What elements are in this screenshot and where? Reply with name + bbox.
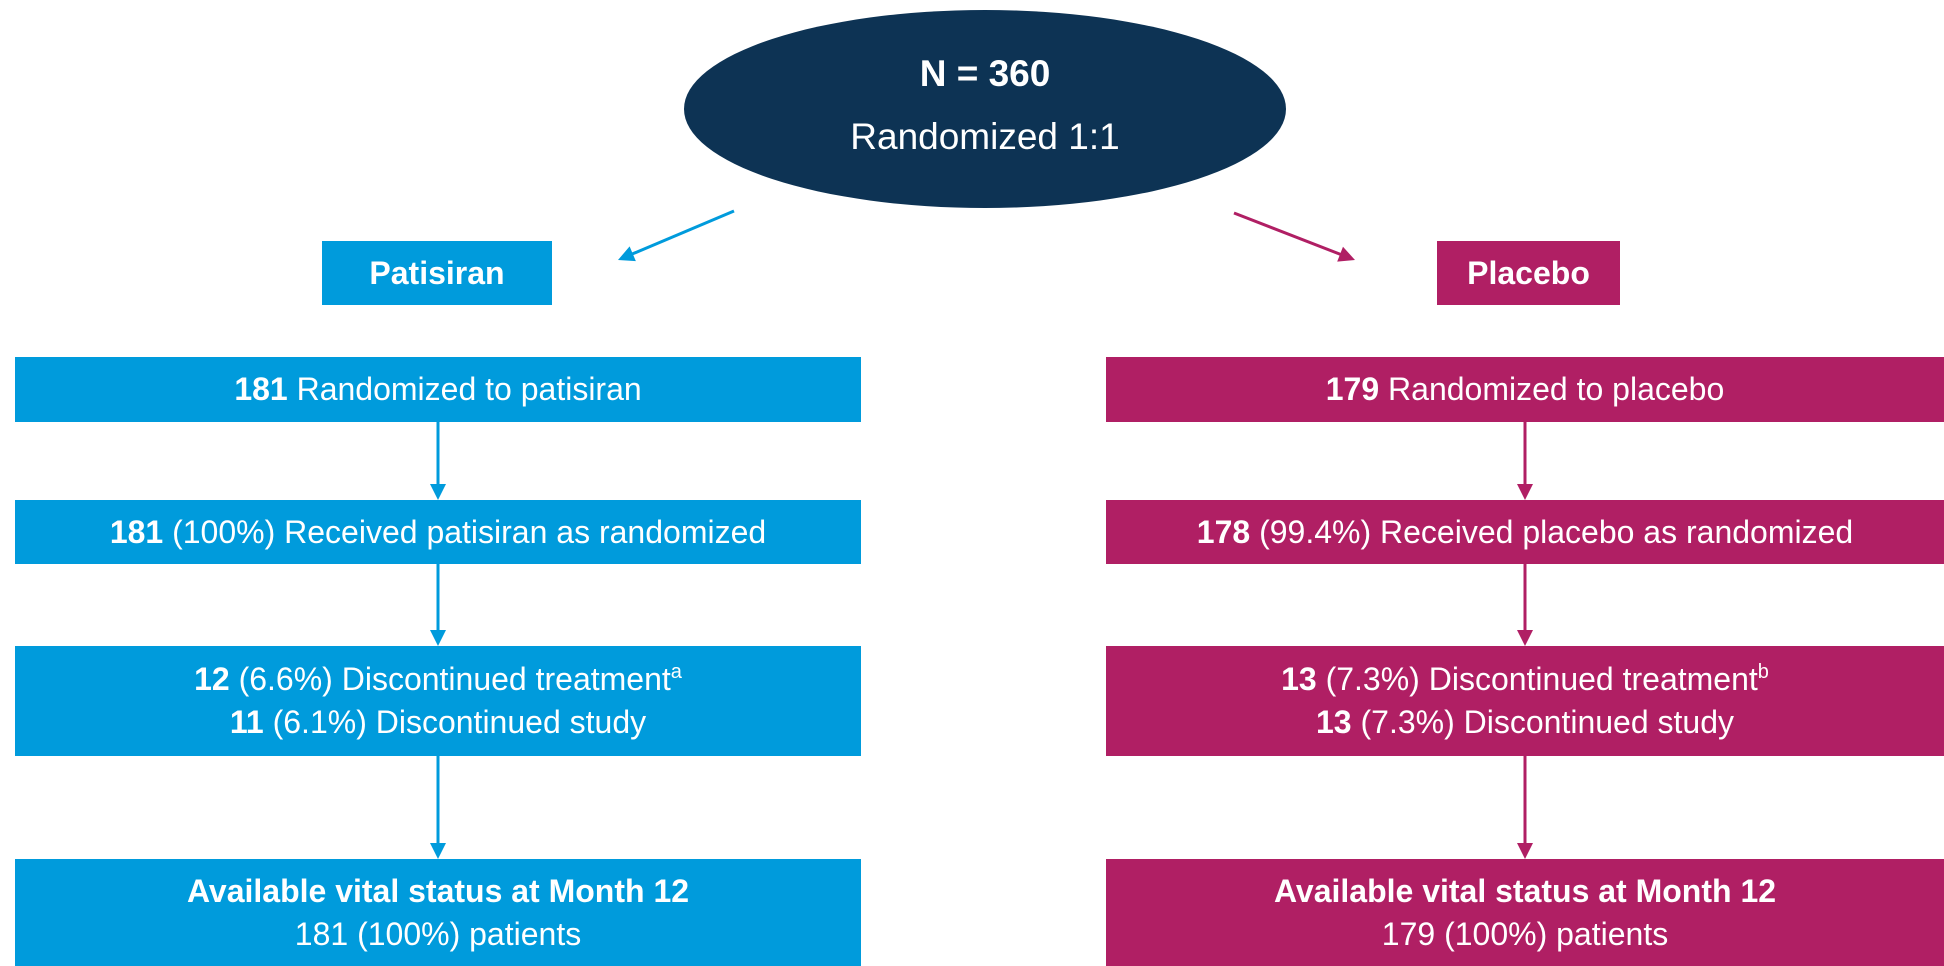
branch-arrow-head: [1337, 246, 1355, 262]
box-line: 179 Randomized to placebo: [1326, 368, 1725, 411]
arm-label: Patisiran: [322, 241, 552, 305]
text: (7.3%) Discontinued treatment: [1325, 661, 1758, 697]
footnote-mark: a: [670, 661, 682, 683]
branch-arrow-head: [618, 246, 636, 262]
box-line: 179 (100%) patients: [1382, 913, 1668, 956]
root-text: N = 360 Randomized 1:1: [685, 42, 1285, 168]
box-line: 12 (6.6%) Discontinued treatmenta: [194, 658, 682, 701]
flow-box: 13 (7.3%) Discontinued treatmentb 13 (7.3…: [1106, 646, 1944, 756]
footnote-mark: b: [1757, 661, 1769, 683]
text: Randomized to patisiran: [296, 371, 642, 407]
box-line: 11 (6.1%) Discontinued study: [230, 701, 646, 744]
text: 179 (100%) patients: [1381, 915, 1669, 952]
text: (7.3%) Discontinued study: [1360, 704, 1734, 740]
root-ellipse: [684, 10, 1286, 208]
bold-text: 13: [1316, 704, 1352, 740]
bold-text: 12: [194, 661, 230, 697]
text: 181 (100%) patients: [294, 915, 582, 952]
connector-head: [1517, 630, 1533, 646]
arm-label: Placebo: [1437, 241, 1620, 305]
flow-box: 181 (100%) Received patisiran as randomi…: [15, 500, 861, 564]
text: (100%) Received patisiran as randomized: [172, 513, 767, 550]
box-line: 13 (7.3%) Discontinued treatmentb: [1281, 658, 1769, 701]
flow-box: 181 Randomized to patisiran: [15, 357, 861, 422]
text: (6.1%) Discontinued study: [272, 704, 647, 740]
connector-head: [1517, 843, 1533, 859]
bold-text: 179: [1325, 371, 1380, 407]
bold-text: 181: [234, 371, 288, 407]
text: (6.6%) Discontinued treatment: [238, 661, 671, 697]
flow-box: 12 (6.6%) Discontinued treatmenta 11 (6.1…: [15, 646, 861, 756]
root-n: N = 360: [919, 53, 1051, 94]
text: Randomized to placebo: [1388, 371, 1725, 407]
bold-text: 11: [229, 704, 264, 740]
connector-head: [430, 484, 446, 500]
bold-text: Available vital status at Month 12: [1273, 872, 1777, 909]
connector-head: [430, 843, 446, 859]
box-line: 181 (100%) Received patisiran as randomi…: [110, 511, 766, 554]
flow-box: 178 (99.4%) Received placebo as randomiz…: [1106, 500, 1944, 564]
box-line: Available vital status at Month 12: [187, 870, 689, 913]
bold-text: 13: [1281, 661, 1317, 697]
box-line: 178 (99.4%) Received placebo as randomiz…: [1197, 511, 1853, 554]
box-line: 181 (100%) patients: [295, 913, 581, 956]
connector-head: [1517, 484, 1533, 500]
bold-text: 181: [109, 513, 164, 550]
box-line: 13 (7.3%) Discontinued study: [1316, 701, 1734, 744]
box-line: 181 Randomized to patisiran: [234, 368, 641, 411]
branch-arrow: [1233, 211, 1344, 257]
box-line: Available vital status at Month 12: [1274, 870, 1776, 913]
root-label: Randomized 1:1: [850, 116, 1120, 157]
flow-box: 179 Randomized to placebo: [1106, 357, 1944, 422]
branch-arrow: [629, 209, 735, 257]
bold-text: Available vital status at Month 12: [186, 872, 690, 909]
flow-box: Available vital status at Month 12 179 (1…: [1106, 859, 1944, 966]
flow-box: Available vital status at Month 12 181 (1…: [15, 859, 861, 966]
text: (99.4%) Received placebo as randomized: [1259, 513, 1854, 550]
bold-text: 178: [1196, 513, 1251, 550]
connector-head: [430, 630, 446, 646]
